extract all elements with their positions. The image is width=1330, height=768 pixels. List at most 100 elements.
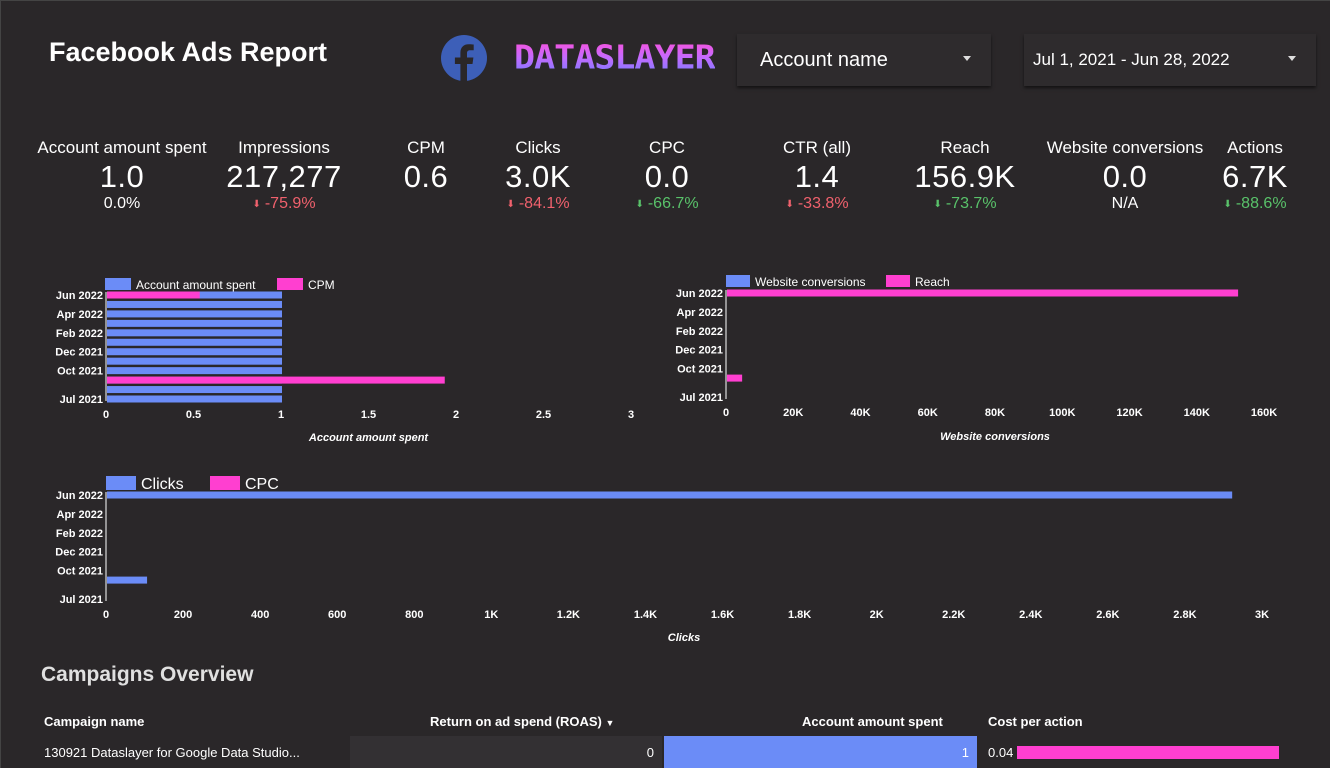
legend-swatch (210, 476, 240, 490)
kpi-value: 156.9K (914, 159, 1016, 194)
kpi-website-conversions: Website conversions 0.0 N/A (1043, 138, 1207, 213)
x-tick-label: 1.4K (634, 609, 657, 621)
kpi-label: Actions (1227, 138, 1283, 157)
dataslayer-logo: DATASLAYER (514, 39, 716, 77)
bar-primary (107, 338, 282, 346)
bar-primary (107, 491, 1233, 499)
x-tick-label: 120K (1116, 407, 1142, 419)
kpi-actions: Actions 6.7K ⬇ -88.6% (1212, 138, 1298, 213)
x-tick-label: 3 (628, 409, 634, 421)
kpi-label: CPM (407, 138, 445, 157)
bar-secondary (107, 291, 200, 299)
section-title-campaigns: Campaigns Overview (41, 663, 254, 686)
bar-primary (107, 310, 282, 318)
table-cell-roas: 0 (350, 736, 662, 768)
kpi-delta: ⬇ -66.7% (617, 195, 717, 213)
column-header-cpa[interactable]: Cost per action (988, 714, 1083, 729)
kpi-value: 1.4 (794, 159, 840, 194)
column-header-spent[interactable]: Account amount spent (802, 714, 943, 729)
arrow-down-icon: ⬇ (1223, 199, 1232, 210)
category-label: Dec 2021 (55, 547, 103, 559)
x-tick-label: 2.2K (942, 609, 965, 621)
kpi-label: CTR (all) (783, 138, 851, 157)
category-label: Oct 2021 (57, 566, 103, 578)
x-tick-label: 0 (723, 407, 729, 419)
legend-swatch (105, 278, 131, 290)
arrow-down-icon: ⬇ (506, 199, 515, 210)
chart-spent-cpm: Account amount spent CPM Jun 2022 Apr 2022 F… (0, 270, 660, 450)
kpi-value: 3.0K (505, 159, 571, 194)
kpi-value: 0.6 (403, 159, 449, 194)
column-header-campaign[interactable]: Campaign name (44, 714, 145, 729)
bar-primary (107, 319, 282, 327)
table-cell-spent: 1 (664, 736, 977, 768)
x-tick-label: 80K (985, 407, 1005, 419)
x-tick-label: 1.2K (557, 609, 580, 621)
kpi-impressions: Impressions 217,277 ⬇ -75.9% (218, 138, 350, 213)
kpi-label: CPC (649, 138, 685, 157)
bar-secondary (107, 376, 445, 384)
column-header-roas[interactable]: Return on ad spend (ROAS) ▼ (430, 714, 614, 729)
x-tick-label: 2K (870, 609, 884, 621)
account-dropdown-label: Account name (760, 48, 888, 71)
x-axis-title: Account amount spent (308, 432, 430, 444)
x-tick-label: 0.5 (186, 409, 201, 421)
legend-label: Account amount spent (136, 278, 256, 292)
kpi-label: Website conversions (1046, 138, 1204, 157)
account-dropdown[interactable]: Account name (737, 34, 991, 86)
legend-label: Reach (915, 275, 950, 289)
category-label: Apr 2022 (57, 509, 103, 521)
x-tick-label: 60K (918, 407, 938, 419)
chart-svg: Account amount spent CPM Jun 2022 Apr 2022 F… (55, 278, 634, 444)
kpi-delta-text: -75.9% (264, 195, 316, 212)
x-tick-label: 400 (251, 609, 269, 621)
table-cell-campaign[interactable]: 130921 Dataslayer for Google Data Studio… (44, 744, 300, 760)
bar-primary (107, 357, 282, 365)
legend-label: CPC (245, 476, 279, 493)
legend-label: CPM (308, 278, 335, 292)
x-tick-label: 2.4K (1019, 609, 1042, 621)
category-label: Jun 2022 (676, 288, 723, 300)
category-label: Jul 2021 (60, 394, 103, 406)
legend-swatch (886, 275, 910, 287)
x-tick-label: 100K (1049, 407, 1075, 419)
x-tick-label: 1 (278, 409, 284, 421)
x-tick-label: 1.6K (711, 609, 734, 621)
legend-label: Website conversions (755, 275, 866, 289)
kpi-delta-text: -84.1% (518, 195, 570, 212)
category-label: Feb 2022 (56, 328, 103, 340)
x-tick-label: 2.5 (536, 409, 551, 421)
category-label: Oct 2021 (677, 364, 723, 376)
kpi-delta-text: -73.7% (945, 195, 997, 212)
kpi-clicks: Clicks 3.0K ⬇ -84.1% (488, 138, 588, 213)
kpi-delta: ⬇ -73.7% (905, 195, 1025, 213)
kpi-reach: Reach 156.9K ⬇ -73.7% (905, 138, 1025, 213)
brand-text: DATASLAYER (514, 39, 716, 77)
x-tick-label: 1.8K (788, 609, 811, 621)
x-tick-label: 800 (405, 609, 423, 621)
kpi-label: Reach (940, 138, 990, 157)
kpi-delta: ⬇ -33.8% (762, 195, 872, 213)
kpi-value: 217,277 (226, 159, 342, 194)
legend-swatch (106, 476, 136, 490)
x-tick-label: 1K (484, 609, 498, 621)
bar-primary (107, 576, 148, 584)
date-range-dropdown[interactable]: Jul 1, 2021 - Jun 28, 2022 (1024, 34, 1316, 86)
chart-svg: Website conversions Reach Jun 2022 Apr 2022… (675, 275, 1277, 443)
bar-secondary (727, 289, 1239, 297)
kpi-cpm: CPM 0.6 (396, 138, 456, 194)
category-label: Apr 2022 (57, 309, 103, 321)
category-label: Feb 2022 (56, 528, 103, 540)
x-tick-label: 3K (1255, 609, 1269, 621)
kpi-value: 0.0 (644, 159, 690, 194)
facebook-icon (441, 35, 487, 82)
kpi-cpc: CPC 0.0 ⬇ -66.7% (617, 138, 717, 213)
bar-primary (107, 348, 282, 356)
x-tick-label: 2.6K (1096, 609, 1119, 621)
x-tick-label: 2.8K (1173, 609, 1196, 621)
bar-primary (107, 300, 282, 308)
kpi-delta: N/A (1043, 195, 1207, 213)
kpi-delta: ⬇ -75.9% (218, 195, 350, 213)
category-label: Oct 2021 (57, 366, 103, 378)
